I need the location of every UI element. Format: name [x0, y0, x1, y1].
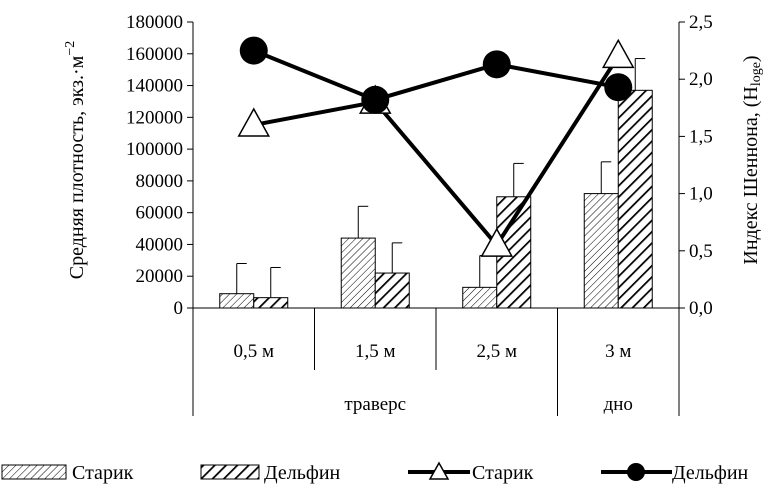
group-label: траверс — [344, 394, 406, 415]
triangle-marker — [480, 227, 514, 257]
series-line — [253, 55, 620, 248]
y2-tick-label: 1,0 — [689, 184, 713, 205]
group-label: дно — [604, 394, 633, 415]
y-tick-label: 140000 — [126, 76, 183, 97]
y2-tick-label: 0,5 — [689, 241, 713, 262]
bar — [617, 89, 653, 309]
y-axis-title-text: Средняя плотность, экз.·м — [66, 55, 88, 279]
legend-marker-triangle — [428, 461, 450, 480]
y-tick-label: 0 — [174, 298, 184, 319]
y-tick-label: 60000 — [136, 203, 184, 224]
y-tick-label: 120000 — [126, 107, 183, 128]
y2-tick-label: 0,0 — [689, 298, 713, 319]
legend-label-line-delfin: Дельфин — [672, 462, 749, 484]
legend-label-bar-delfin: Дельфин — [264, 462, 341, 484]
y-tick-label: 20000 — [136, 266, 184, 287]
legend-label-line-starik: Старик — [472, 462, 534, 484]
y2-tick-label: 2,0 — [689, 69, 713, 90]
category-label: 1,5 м — [355, 341, 396, 362]
category-label: 2,5 м — [476, 341, 517, 362]
circle-marker — [361, 85, 390, 114]
y2-axis-title-text: Индекс Шеннона, (H — [740, 86, 762, 264]
legend-swatch-bar-delfin — [200, 464, 260, 480]
legend-swatch-bar-starik — [1, 464, 67, 480]
y-tick-label: 40000 — [136, 234, 184, 255]
triangle-marker — [237, 107, 271, 137]
triangle-marker — [601, 38, 635, 69]
y-tick-label: 180000 — [126, 12, 183, 33]
circle-marker — [482, 50, 511, 79]
circle-marker — [604, 73, 633, 102]
y-axis-title-superscript: −2 — [63, 41, 78, 56]
lines — [237, 36, 635, 257]
category-label: 3 м — [605, 341, 631, 362]
y-axis-title: Средняя плотность, экз.·м−2 — [63, 41, 88, 280]
bar — [219, 293, 255, 309]
bar — [253, 297, 289, 309]
y-tick-label: 80000 — [136, 171, 184, 192]
y-tick-label: 160000 — [126, 44, 183, 65]
bar — [340, 237, 376, 309]
y2-tick-label: 1,5 — [689, 126, 713, 147]
category-label: 0,5 м — [233, 341, 274, 362]
legend-marker-circle — [627, 463, 645, 481]
bar — [462, 286, 498, 309]
y-tick-label: 100000 — [126, 139, 183, 160]
y2-axis-title-subscript: loge — [749, 62, 764, 86]
circle-marker — [239, 36, 268, 65]
labels: 0 20000 40000 60000 80000 100000 120000 140000 1… — [126, 12, 713, 415]
legend-label-bar-starik: Старик — [72, 462, 134, 484]
bar — [583, 193, 619, 309]
bars — [219, 58, 653, 309]
y2-axis-title-suffix: ) — [740, 55, 762, 62]
series-line — [252, 48, 619, 102]
legend: Старик Дельфин Старик Дельфин — [1, 461, 749, 484]
y2-axis-title: Индекс Шеннона, (Hloge) — [740, 55, 764, 264]
bar — [374, 272, 410, 309]
y2-tick-label: 2,5 — [689, 12, 713, 33]
